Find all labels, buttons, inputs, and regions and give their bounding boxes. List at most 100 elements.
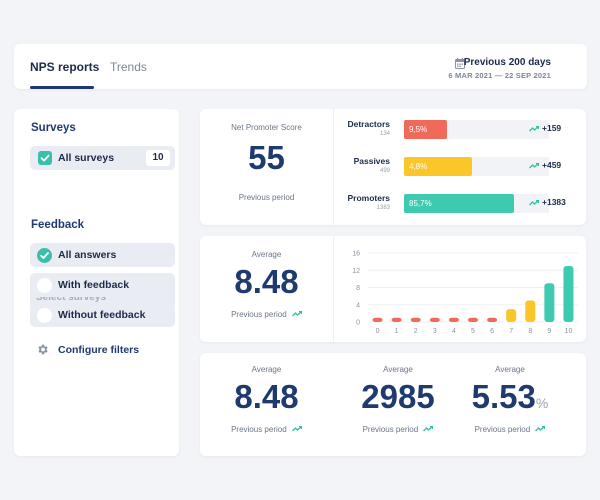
segment-bar-track: 85,7%: [404, 194, 549, 213]
nps-breakdown-row: Promoters 1383 85,7% +1383: [340, 190, 580, 220]
x-tick-label: 1: [395, 328, 399, 335]
stat-block: Average 2985 Previous period: [333, 365, 463, 434]
x-tick-label: 7: [509, 328, 513, 335]
chart-bar: [391, 317, 402, 322]
segment-delta-value: +1383: [542, 197, 566, 207]
segment-delta: +459: [529, 160, 561, 170]
segment-count: 134: [379, 131, 390, 137]
segment-count: 1383: [376, 205, 390, 211]
segment-bar: 85,7%: [404, 194, 514, 213]
x-tick-label: 0: [376, 328, 380, 335]
segment-name: Promoters: [347, 193, 390, 203]
stat-title: Average: [383, 365, 413, 374]
percent-suffix: %: [535, 395, 549, 411]
stat-value: 5.53%: [450, 380, 570, 413]
nps-score: 55: [248, 139, 285, 176]
stat-number: 2985: [361, 378, 435, 415]
stat-previous-period: Previous period: [362, 425, 419, 434]
with-feedback-label: With feedback: [58, 279, 130, 291]
trend-up-icon: [529, 199, 540, 206]
segment-bar: 9,5%: [404, 120, 447, 139]
trend-up-icon: [529, 162, 540, 169]
stat-number: 8.48: [234, 378, 299, 415]
radio-with-feedback[interactable]: With feedback: [30, 273, 175, 297]
y-tick-label: 0: [356, 320, 360, 327]
x-tick-label: 5: [471, 328, 475, 335]
surveys-count-badge: 10: [146, 150, 170, 166]
date-range-picker[interactable]: Previous 200 days 6 MAR 2021 — 22 SEP 20…: [448, 57, 551, 80]
chart-bar: [448, 317, 459, 322]
average-previous-period: Previous period: [231, 310, 287, 319]
y-tick-label: 8: [356, 285, 360, 292]
stats-card: Average 8.48 Previous period Average 298…: [200, 353, 586, 456]
stat-value: 2985: [333, 380, 463, 413]
segment-bar-track: 9,5%: [404, 120, 549, 139]
all-surveys-checkbox[interactable]: All surveys 10: [30, 146, 175, 170]
all-surveys-label: All surveys: [58, 152, 115, 164]
x-tick-label: 8: [528, 328, 532, 335]
nps-previous-period: Previous period: [238, 193, 295, 202]
trend-up-icon: [529, 125, 540, 132]
segment-percent: 4,8%: [409, 162, 428, 171]
segment-delta: +159: [529, 123, 561, 133]
trend-up-icon: [423, 425, 434, 434]
x-tick-label: 10: [565, 328, 573, 335]
stat-number: 5.53: [471, 378, 536, 415]
segment-name: Passives: [353, 156, 390, 166]
gear-icon: [36, 343, 49, 361]
chart-bar: [429, 317, 440, 322]
segment-bar-track: 4,8%: [404, 157, 549, 176]
feedback-title: Feedback: [31, 219, 85, 231]
checkbox-checked-icon: [38, 151, 52, 165]
date-range-label: Previous 200 days: [463, 57, 551, 68]
divider: [333, 109, 334, 225]
active-tab-indicator: [30, 86, 94, 89]
tab-nps-reports[interactable]: NPS reports: [30, 60, 100, 74]
nps-title: Net Promoter Score: [231, 123, 302, 132]
nps-breakdown-row: Passives 499 4,8% +459: [340, 153, 580, 183]
filters-sidebar: Surveys All surveys 10 Feedback All answ…: [14, 109, 179, 456]
report-header: NPS reports Trends Previous 200 days 6 M…: [14, 44, 587, 89]
chart-bar: [468, 317, 478, 322]
date-range-span: 6 MAR 2021 — 22 SEP 2021: [448, 71, 551, 80]
segment-delta-value: +159: [542, 123, 562, 133]
y-tick-label: 12: [352, 268, 360, 275]
x-tick-label: 2: [414, 328, 418, 335]
y-tick-label: 4: [356, 302, 360, 309]
configure-filters-label: Configure filters: [58, 344, 140, 356]
radio-selected-icon: [37, 248, 52, 263]
average-value: 8.48: [234, 263, 299, 300]
segment-percent: 85,7%: [409, 199, 432, 208]
tab-trends[interactable]: Trends: [110, 60, 147, 74]
divider: [333, 236, 334, 342]
stat-title: Average: [495, 365, 525, 374]
radio-all-answers[interactable]: All answers: [30, 243, 175, 267]
stat-previous-period: Previous period: [231, 425, 287, 434]
stat-previous-period: Previous period: [474, 425, 531, 434]
chart-bar: [544, 283, 555, 322]
chart-bar: [372, 317, 383, 322]
stat-title: Average: [251, 365, 282, 374]
radio-without-feedback[interactable]: Without feedback: [30, 303, 175, 327]
trend-up-icon: [291, 425, 303, 434]
chart-bar: [410, 317, 421, 322]
segment-bar: 4,8%: [404, 157, 472, 176]
calendar-icon[interactable]: [455, 56, 465, 74]
without-feedback-label: Without feedback: [58, 309, 146, 321]
chart-bar: [506, 309, 517, 322]
segment-count: 499: [379, 168, 390, 174]
x-tick-label: 3: [433, 328, 437, 335]
stat-value: 8.48: [200, 380, 333, 413]
average-title: Average: [251, 250, 282, 259]
nps-score-card: Net Promoter Score 55 Previous period De…: [200, 109, 586, 225]
chart-bar: [525, 300, 536, 322]
radio-unselected-icon: [37, 308, 52, 323]
stat-block: Average 5.53% Previous period: [450, 365, 570, 434]
y-tick-label: 16: [352, 251, 360, 258]
segment-delta: +1383: [529, 197, 566, 207]
average-distribution-card: Average 8.48 Previous period 0 4 8 12 16 0 1 2 3…: [200, 236, 586, 342]
trend-up-icon: [535, 425, 546, 434]
segment-delta-value: +459: [542, 160, 562, 170]
nps-breakdown-row: Detractors 134 9,5% +159: [340, 116, 580, 146]
